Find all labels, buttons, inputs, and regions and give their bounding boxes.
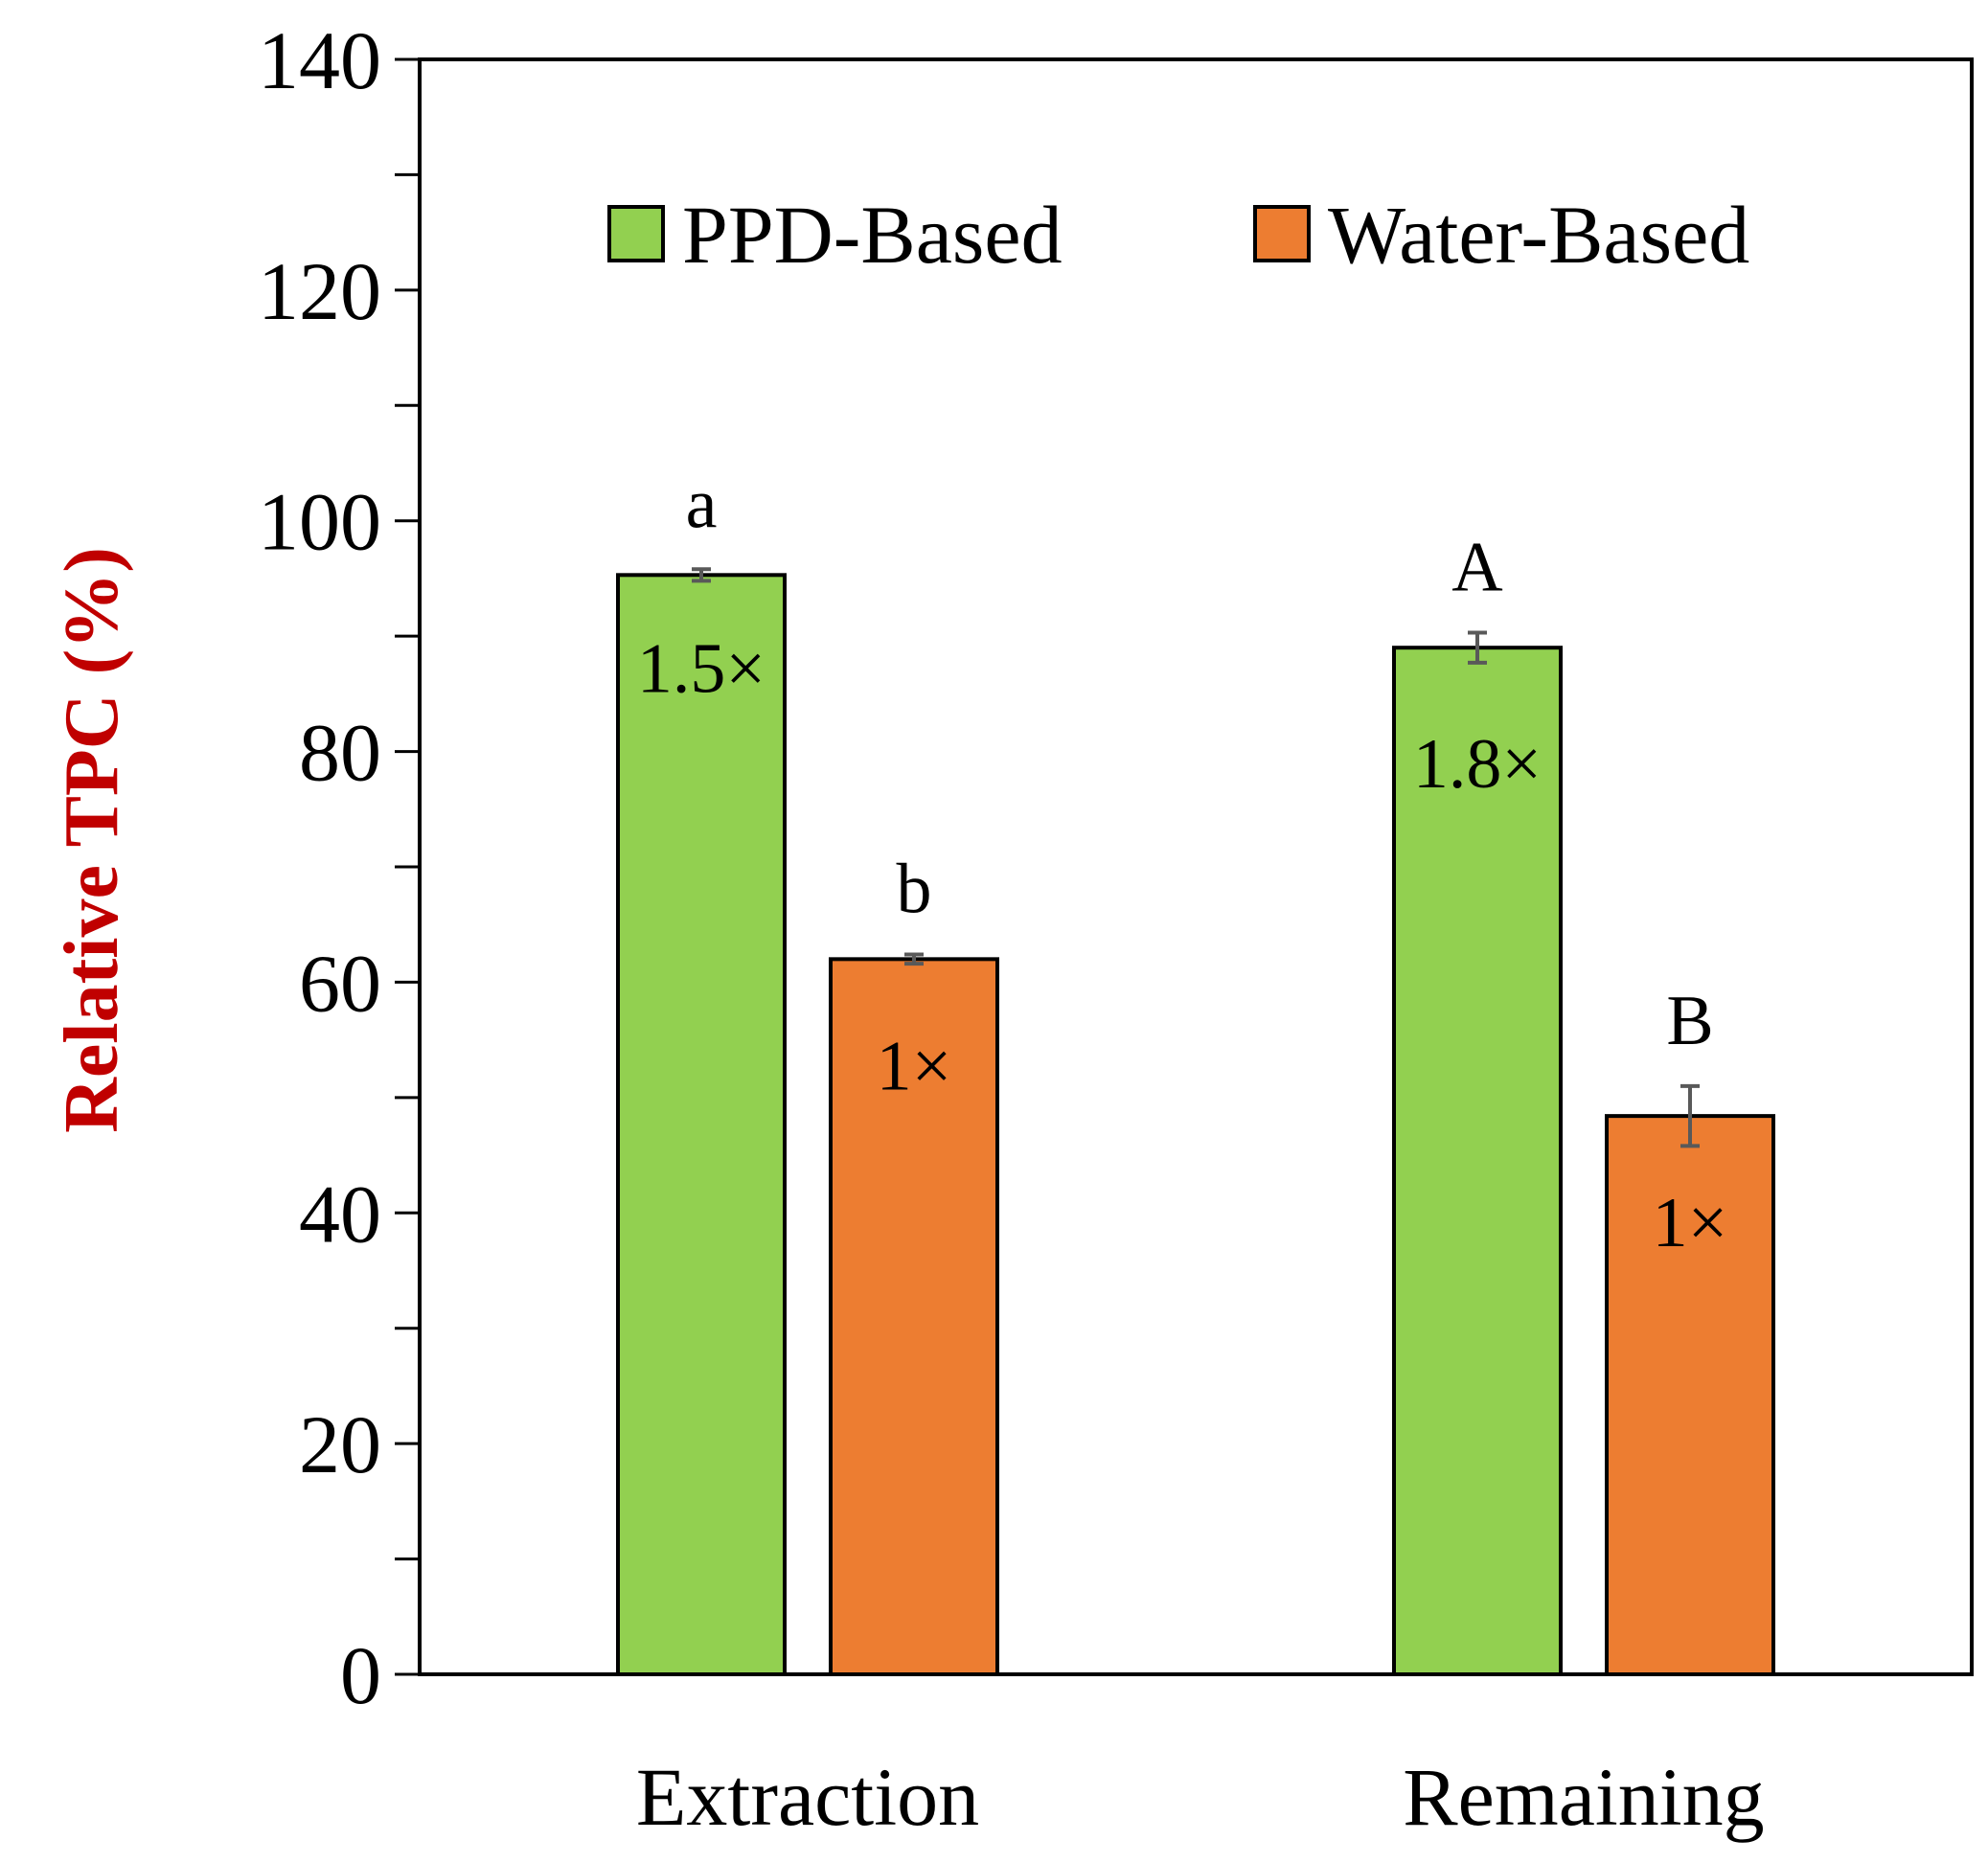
error-bar-water-based-extraction	[904, 952, 924, 966]
y-tick-label: 40	[299, 1168, 381, 1260]
bar-ppd-based-remaining	[1392, 646, 1563, 1677]
significance-letter: B	[1666, 982, 1713, 1060]
significance-letter: a	[686, 465, 718, 543]
legend: PPD-Based Water-Based	[607, 189, 1749, 281]
fold-change-label: 1.8×	[1413, 725, 1542, 804]
error-bar-ppd-based-extraction	[692, 567, 711, 583]
bar-water-based-remaining	[1605, 1114, 1775, 1676]
fold-change-label: 1×	[1653, 1184, 1728, 1262]
y-axis-ticks: 0 20 40 60 80 100 120 140	[258, 14, 420, 1721]
category-label-extraction: Extraction	[636, 1751, 979, 1843]
y-tick-label: 140	[258, 14, 381, 106]
error-bar-ppd-based-remaining	[1468, 630, 1487, 665]
fold-change-label: 1.5×	[637, 629, 765, 708]
bars: a 1.5× b 1× A 1.8× B 1×	[616, 465, 1775, 1677]
legend-label-water-based: Water-Based	[1328, 189, 1749, 281]
bar-ppd-based-extraction	[616, 573, 787, 1677]
y-tick-label: 120	[258, 245, 381, 337]
y-tick-label: 80	[299, 707, 381, 799]
y-tick-label: 100	[258, 476, 381, 568]
y-tick-label: 60	[299, 937, 381, 1029]
category-label-remaining: Remaining	[1403, 1751, 1764, 1843]
y-axis-label: Relative TPC (%)	[50, 547, 134, 1133]
error-bar-water-based-remaining	[1680, 1083, 1700, 1148]
significance-letter: A	[1451, 529, 1502, 607]
legend-label-ppd-based: PPD-Based	[682, 189, 1063, 281]
legend-swatch-ppd-based	[607, 205, 665, 262]
significance-letter: b	[897, 851, 932, 929]
y-tick-label: 0	[340, 1629, 381, 1721]
legend-swatch-water-based	[1253, 205, 1311, 262]
fold-change-label: 1×	[877, 1027, 952, 1105]
y-tick-label: 20	[299, 1398, 381, 1490]
x-axis-category-labels: Extraction Remaining	[636, 1751, 1765, 1843]
